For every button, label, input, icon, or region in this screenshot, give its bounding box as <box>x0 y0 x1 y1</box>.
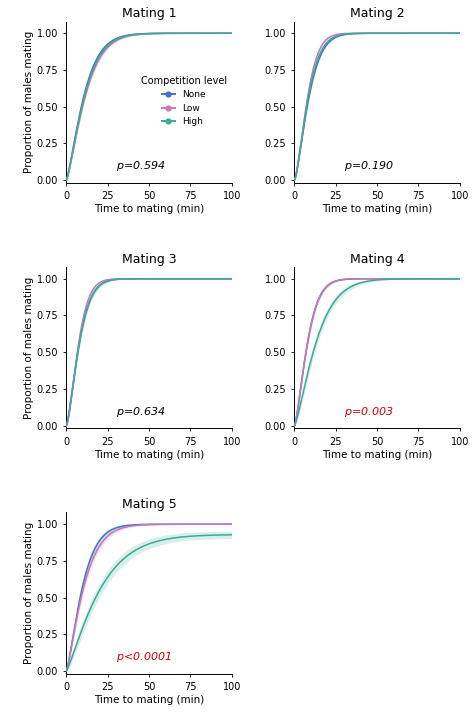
Text: $p$=0.634: $p$=0.634 <box>116 405 165 419</box>
Text: $p$<0.0001: $p$<0.0001 <box>116 650 172 664</box>
Title: Mating 4: Mating 4 <box>350 253 404 266</box>
X-axis label: Time to mating (min): Time to mating (min) <box>322 204 432 214</box>
X-axis label: Time to mating (min): Time to mating (min) <box>94 695 204 705</box>
X-axis label: Time to mating (min): Time to mating (min) <box>322 450 432 460</box>
Y-axis label: Proportion of males mating: Proportion of males mating <box>24 31 34 174</box>
Title: Mating 2: Mating 2 <box>350 7 404 20</box>
Y-axis label: Proportion of males mating: Proportion of males mating <box>24 277 34 419</box>
Text: $p$=0.003: $p$=0.003 <box>344 405 393 419</box>
Title: Mating 1: Mating 1 <box>122 7 176 20</box>
Legend: None, Low, High: None, Low, High <box>137 72 230 130</box>
Text: $p$=0.190: $p$=0.190 <box>344 159 394 174</box>
Title: Mating 5: Mating 5 <box>122 498 176 511</box>
Text: $p$=0.594: $p$=0.594 <box>116 159 165 174</box>
Y-axis label: Proportion of males mating: Proportion of males mating <box>24 522 34 665</box>
X-axis label: Time to mating (min): Time to mating (min) <box>94 450 204 460</box>
Title: Mating 3: Mating 3 <box>122 253 176 266</box>
X-axis label: Time to mating (min): Time to mating (min) <box>94 204 204 214</box>
